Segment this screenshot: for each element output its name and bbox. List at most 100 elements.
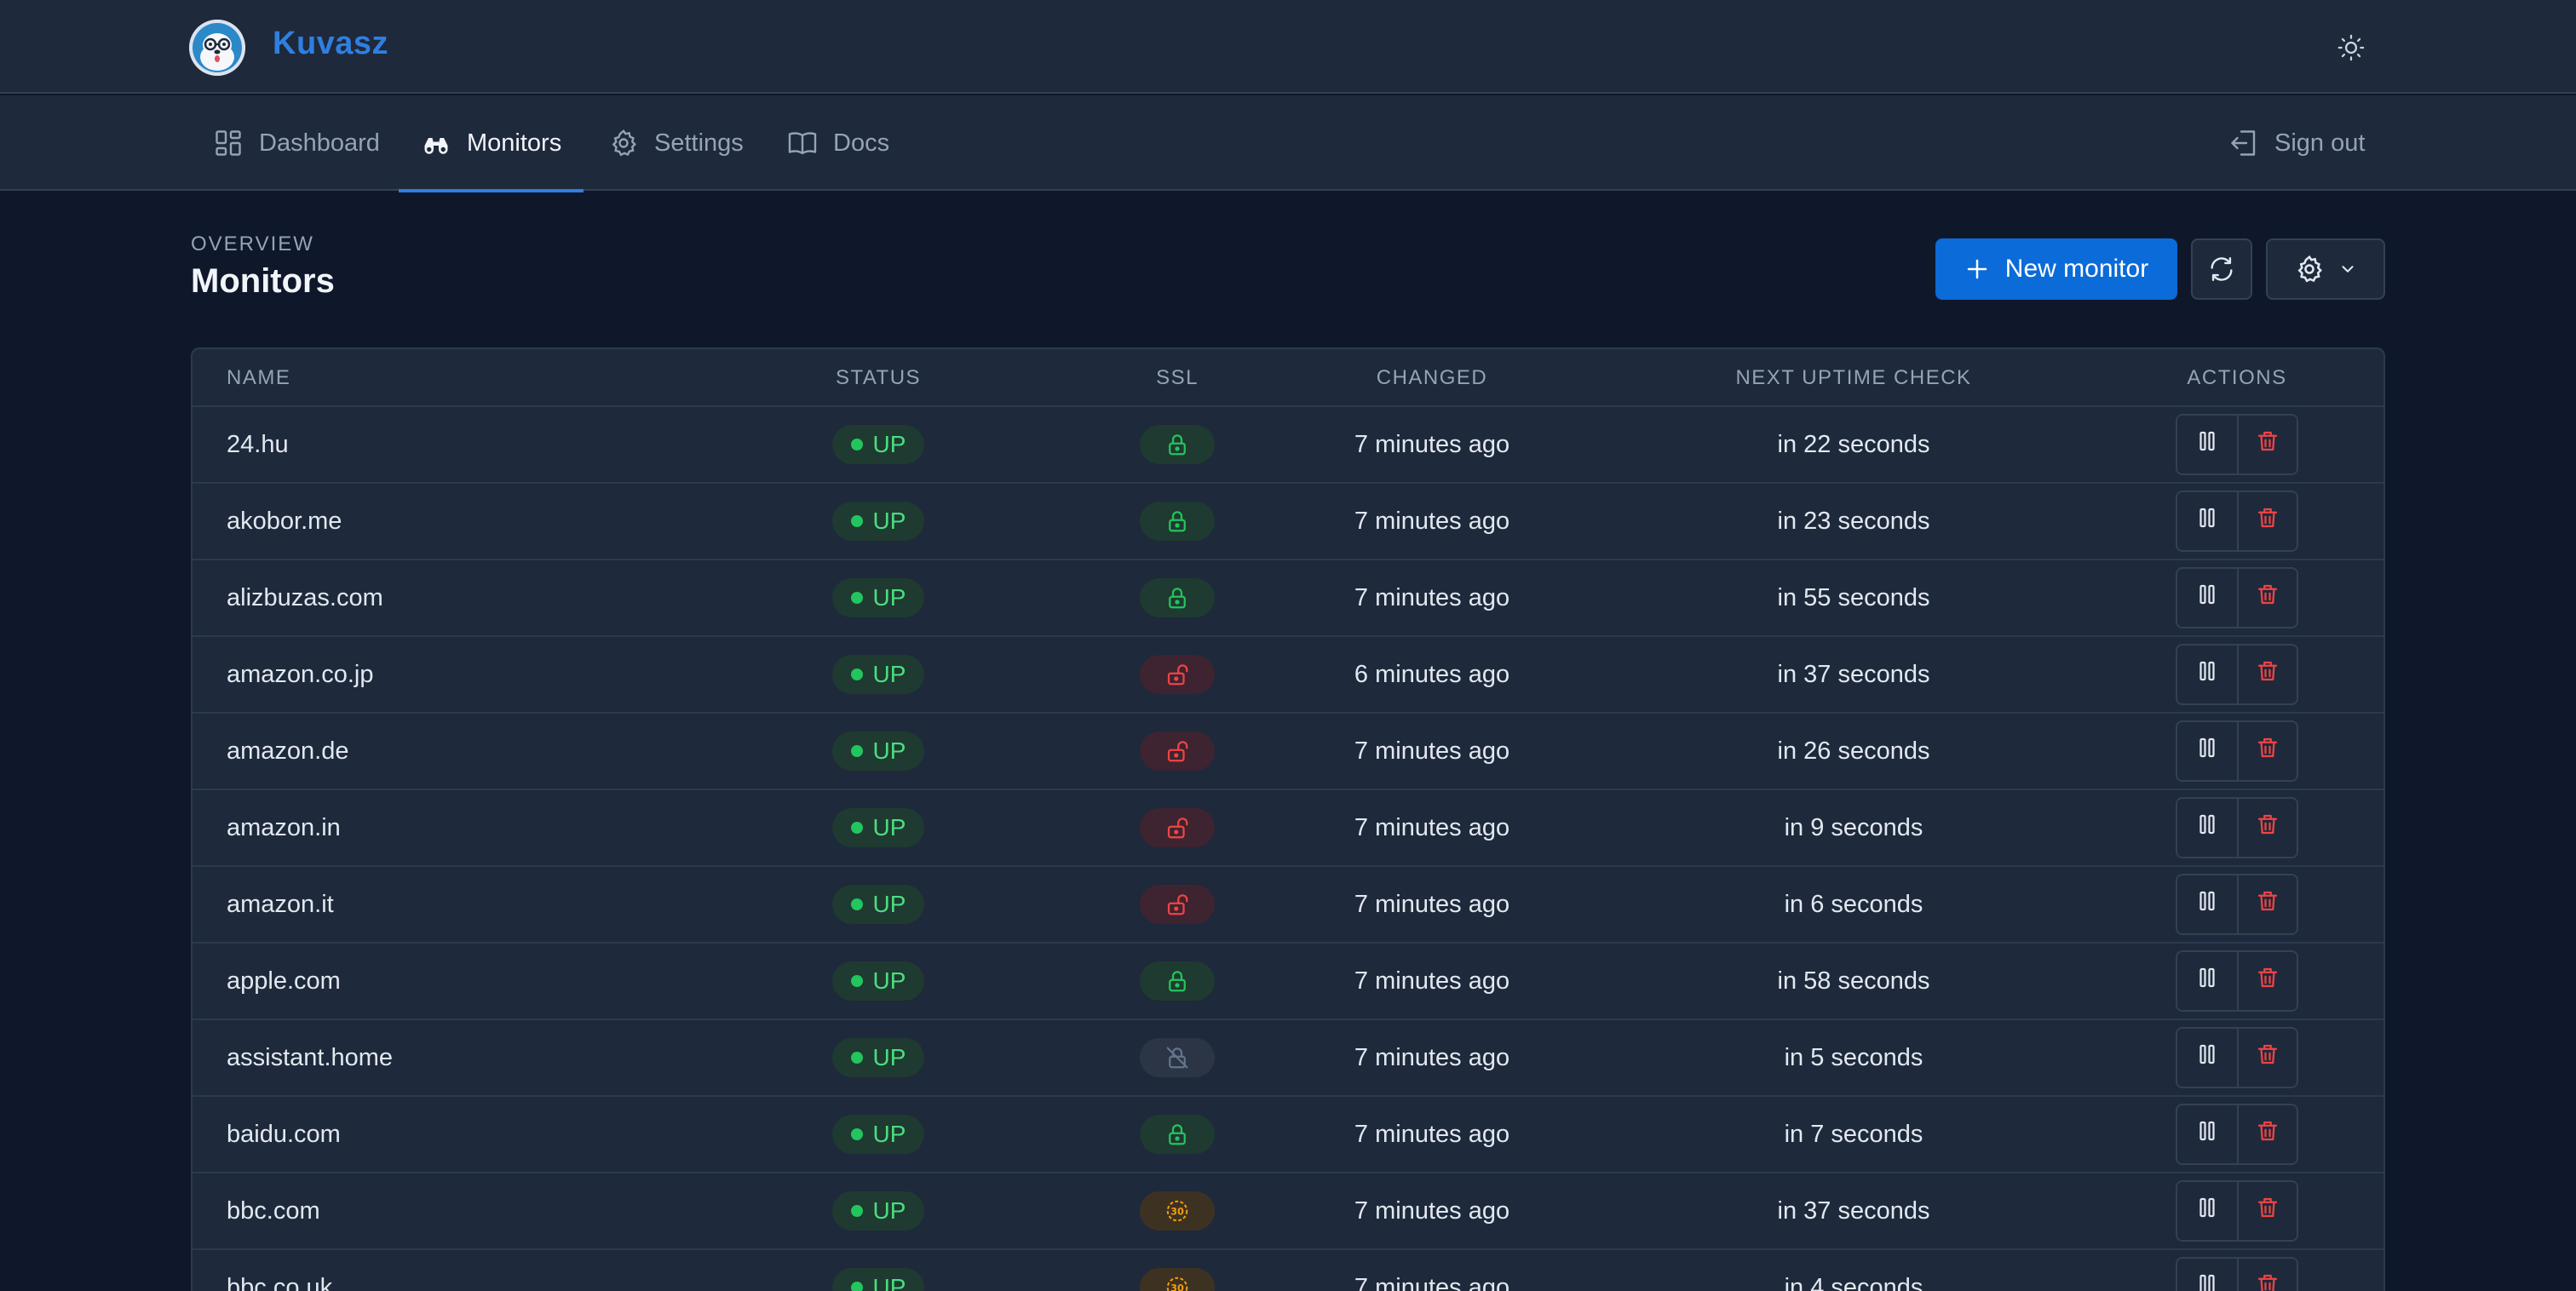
table-row[interactable]: apple.com UP 7 minutes ago in 58 seconds — [193, 944, 2383, 1020]
status-label: UP — [872, 737, 906, 764]
pause-button[interactable] — [2177, 1182, 2237, 1240]
table-row[interactable]: baidu.com UP 7 minutes ago in 7 seconds — [193, 1097, 2383, 1173]
table-row[interactable]: akobor.me UP 7 minutes ago in 23 seconds — [193, 484, 2383, 560]
status-dot-icon — [850, 592, 863, 604]
nav-item-monitors[interactable]: Monitors — [399, 95, 584, 192]
delete-button[interactable] — [2237, 1029, 2297, 1087]
monitor-name[interactable]: amazon.co.jp — [227, 660, 374, 688]
changed-time: 7 minutes ago — [1354, 507, 1510, 535]
status-cell: UP — [806, 560, 951, 635]
monitor-name[interactable]: apple.com — [227, 967, 341, 995]
status-cell: UP — [806, 790, 951, 865]
pause-button[interactable] — [2177, 569, 2237, 627]
trash-icon — [2255, 505, 2280, 537]
pause-button[interactable] — [2177, 799, 2237, 857]
delete-button[interactable] — [2237, 416, 2297, 473]
sun-icon[interactable] — [2332, 29, 2370, 66]
delete-button[interactable] — [2237, 952, 2297, 1010]
row-actions — [2176, 491, 2298, 552]
column-header-ssl[interactable]: SSL — [1156, 366, 1199, 389]
pause-icon — [2194, 965, 2220, 997]
kuvasz-dog-logo-icon[interactable] — [189, 20, 245, 76]
sign-out-button[interactable]: Sign out — [2206, 95, 2387, 191]
trash-icon — [2255, 1271, 2280, 1291]
monitor-name[interactable]: bbc.com — [227, 1196, 320, 1225]
brand-name[interactable]: Kuvasz — [273, 26, 389, 61]
changed-time: 7 minutes ago — [1354, 1120, 1510, 1148]
status-badge: UP — [831, 425, 925, 464]
pause-icon — [2194, 1041, 2220, 1074]
next-check-time: in 4 seconds — [1784, 1273, 1923, 1291]
monitor-name[interactable]: 24.hu — [227, 430, 289, 458]
delete-button[interactable] — [2237, 646, 2297, 703]
monitor-name[interactable]: baidu.com — [227, 1120, 341, 1148]
table-row[interactable]: alizbuzas.com UP 7 minutes ago in 55 second… — [193, 560, 2383, 637]
status-badge: UP — [831, 1115, 925, 1154]
monitor-name[interactable]: amazon.it — [227, 890, 334, 918]
pause-button[interactable] — [2177, 1259, 2237, 1291]
pause-button[interactable] — [2177, 1105, 2237, 1163]
status-label: UP — [872, 584, 906, 611]
table-row[interactable]: bbc.co.uk UP 30 7 minutes ago in 4 seconds — [193, 1250, 2383, 1291]
changed-time: 7 minutes ago — [1354, 813, 1510, 841]
pause-button[interactable] — [2177, 875, 2237, 933]
pause-icon — [2194, 812, 2220, 844]
table-row[interactable]: assistant.home UP 7 minutes ago in 5 second… — [193, 1020, 2383, 1097]
new-monitor-button[interactable]: New monitor — [1935, 238, 2177, 300]
row-actions — [2176, 1257, 2298, 1291]
monitor-name[interactable]: amazon.de — [227, 737, 349, 765]
changed-time: 7 minutes ago — [1354, 1043, 1510, 1071]
delete-button[interactable] — [2237, 1259, 2297, 1291]
nav-item-settings[interactable]: Settings — [586, 95, 766, 191]
pause-button[interactable] — [2177, 646, 2237, 703]
delete-button[interactable] — [2237, 875, 2297, 933]
pause-button[interactable] — [2177, 722, 2237, 780]
pause-button[interactable] — [2177, 1029, 2237, 1087]
settings-dropdown-button[interactable] — [2266, 238, 2385, 300]
delete-button[interactable] — [2237, 1105, 2297, 1163]
column-header-name[interactable]: NAME — [227, 366, 291, 389]
monitor-name[interactable]: akobor.me — [227, 507, 342, 535]
monitor-name[interactable]: alizbuzas.com — [227, 583, 383, 611]
row-actions — [2176, 950, 2298, 1012]
column-header-status[interactable]: STATUS — [835, 366, 922, 389]
next-check-time: in 22 seconds — [1777, 430, 1930, 458]
table-row[interactable]: 24.hu UP 7 minutes ago in 22 seconds — [193, 407, 2383, 484]
status-badge: UP — [831, 655, 925, 694]
status-badge: UP — [831, 808, 925, 847]
unlock-icon — [1140, 655, 1215, 694]
monitor-name[interactable]: bbc.co.uk — [227, 1273, 333, 1291]
binoculars-icon — [424, 138, 448, 154]
delete-button[interactable] — [2237, 1182, 2297, 1240]
next-check-time: in 37 seconds — [1777, 1196, 1930, 1225]
nav-item-docs[interactable]: Docs — [765, 95, 911, 191]
pause-button[interactable] — [2177, 416, 2237, 473]
table-row[interactable]: amazon.de UP 7 minutes ago in 26 seconds — [193, 714, 2383, 790]
refresh-button[interactable] — [2191, 238, 2252, 300]
column-header-actions: ACTIONS — [2187, 366, 2287, 389]
delete-button[interactable] — [2237, 569, 2297, 627]
ssl-cell — [1130, 867, 1225, 942]
pause-button[interactable] — [2177, 952, 2237, 1010]
status-label: UP — [872, 508, 906, 534]
trash-icon — [2255, 582, 2280, 614]
sign-out-icon — [2231, 130, 2256, 156]
unlock-icon — [1140, 885, 1215, 924]
pause-icon — [2194, 1118, 2220, 1150]
table-row[interactable]: amazon.in UP 7 minutes ago in 9 seconds — [193, 790, 2383, 867]
table-row[interactable]: bbc.com UP 30 7 minutes ago in 37 seconds — [193, 1173, 2383, 1250]
column-header-next-check[interactable]: NEXT UPTIME CHECK — [1735, 366, 1972, 389]
table-row[interactable]: amazon.it UP 7 minutes ago in 6 seconds — [193, 867, 2383, 944]
monitor-name[interactable]: amazon.in — [227, 813, 341, 841]
nav-item-dashboard[interactable]: Dashboard — [191, 95, 402, 191]
row-actions — [2176, 1104, 2298, 1165]
delete-button[interactable] — [2237, 492, 2297, 550]
pause-button[interactable] — [2177, 492, 2237, 550]
monitor-name[interactable]: assistant.home — [227, 1043, 394, 1071]
status-dot-icon — [850, 975, 863, 987]
table-row[interactable]: amazon.co.jp UP 6 minutes ago in 37 seconds — [193, 637, 2383, 714]
delete-button[interactable] — [2237, 799, 2297, 857]
delete-button[interactable] — [2237, 722, 2297, 780]
column-header-changed[interactable]: CHANGED — [1376, 366, 1488, 389]
sign-out-label: Sign out — [2274, 129, 2366, 157]
